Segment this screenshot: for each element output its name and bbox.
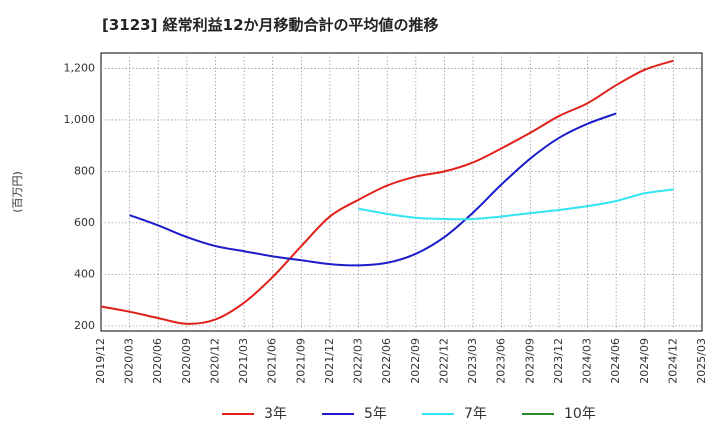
- y-tick-label: 800: [74, 164, 95, 177]
- x-tick-label: 2024/09: [638, 338, 651, 384]
- series-line-0: [100, 59, 674, 325]
- x-tick-label: 2023/03: [466, 338, 479, 384]
- series-line-2: [358, 188, 674, 221]
- x-tick-label: 2024/12: [666, 338, 679, 384]
- x-tick-label: 2020/09: [180, 338, 193, 384]
- plot-area: [100, 52, 703, 332]
- x-tick-label: 2025/03: [695, 338, 708, 384]
- x-tick-label: 2022/03: [352, 338, 365, 384]
- x-tick-label: 2022/09: [409, 338, 422, 384]
- y-tick-label: 200: [74, 319, 95, 332]
- legend-label-0: 3年: [264, 406, 287, 422]
- y-tick-label: 400: [74, 267, 95, 280]
- x-tick-label: 2021/12: [323, 338, 336, 384]
- y-axis-ticks: 200 400 600 800 1,000 1,200: [64, 61, 96, 331]
- legend-label-3: 10年: [564, 406, 596, 422]
- series-line-1: [129, 112, 617, 267]
- x-tick-label: 2024/03: [581, 338, 594, 384]
- chart-title: [3123] 経常利益12か月移動合計の平均値の推移: [102, 16, 439, 34]
- x-tick-label: 2024/06: [609, 338, 622, 384]
- x-tick-label: 2020/12: [208, 338, 221, 384]
- grid: [101, 53, 702, 331]
- x-axis-ticks: 2019/12 2020/03 2020/06 2020/09 2020/12 2021/…: [94, 338, 708, 384]
- x-tick-label: 2022/06: [380, 338, 393, 384]
- x-tick-label: 2023/06: [495, 338, 508, 384]
- x-tick-label: 2021/06: [266, 338, 279, 384]
- y-tick-label: 1,200: [64, 61, 96, 74]
- series-lines: [100, 59, 674, 325]
- x-tick-label: 2021/09: [294, 338, 307, 384]
- x-tick-label: 2019/12: [94, 338, 107, 384]
- x-tick-label: 2022/12: [437, 338, 450, 384]
- x-tick-label: 2021/03: [237, 338, 250, 384]
- legend-label-1: 5年: [364, 406, 387, 422]
- y-tick-label: 600: [74, 216, 95, 229]
- x-tick-label: 2023/12: [552, 338, 565, 384]
- x-tick-label: 2020/03: [123, 338, 136, 384]
- x-tick-label: 2020/06: [151, 338, 164, 384]
- y-axis-label: (百万円): [11, 171, 24, 213]
- legend: 3年 5年 7年 10年: [222, 406, 596, 422]
- y-tick-label: 1,000: [64, 113, 96, 126]
- x-tick-label: 2023/09: [523, 338, 536, 384]
- legend-label-2: 7年: [464, 406, 487, 422]
